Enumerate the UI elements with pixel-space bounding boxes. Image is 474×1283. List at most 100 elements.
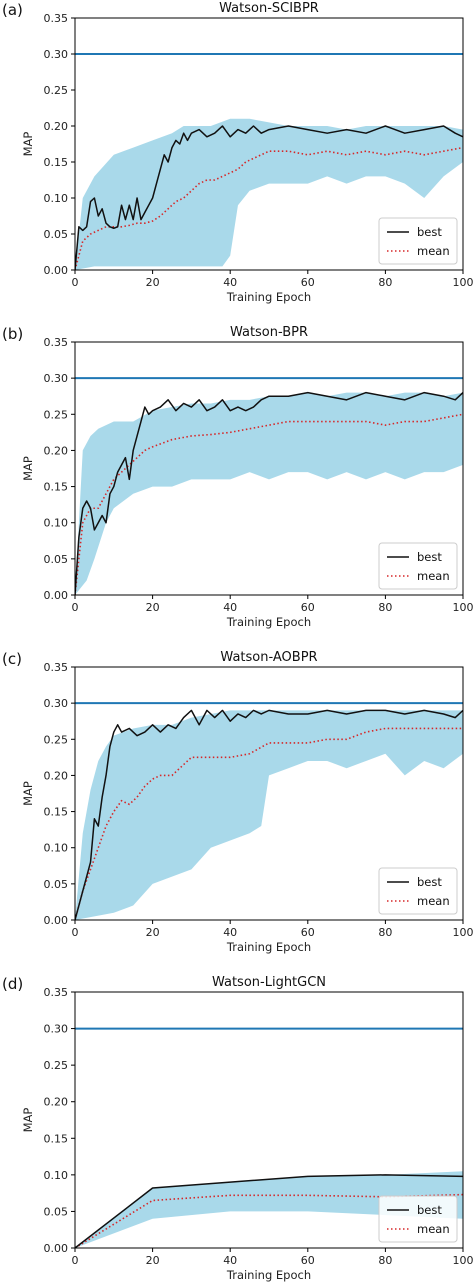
y-tick-label: 0.25 <box>44 84 69 97</box>
panel-label: (b) <box>2 325 23 343</box>
x-tick-label: 100 <box>453 601 474 614</box>
y-tick-label: 0.10 <box>44 1169 69 1182</box>
legend-box <box>378 542 458 590</box>
y-tick-label: 0.35 <box>44 336 69 349</box>
y-tick-label: 0.05 <box>44 553 69 566</box>
range-band <box>75 710 463 920</box>
y-tick-label: 0.15 <box>44 156 69 169</box>
y-tick-label: 0.30 <box>44 48 69 61</box>
legend-label-best: best <box>417 1203 442 1217</box>
range-band <box>75 118 463 270</box>
y-tick-label: 0.00 <box>44 1242 69 1255</box>
legend-label-best: best <box>417 225 442 239</box>
y-tick-label: 0.20 <box>44 1096 69 1109</box>
x-tick-label: 20 <box>146 1254 160 1267</box>
axes-frame <box>74 991 464 1249</box>
legend-box <box>378 1195 458 1243</box>
panel-label: (a) <box>2 1 23 19</box>
x-tick-label: 20 <box>146 926 160 939</box>
x-tick-label: 80 <box>378 276 392 289</box>
x-tick-label: 100 <box>453 926 474 939</box>
y-tick-label: 0.15 <box>44 481 69 494</box>
x-tick-label: 40 <box>223 1254 237 1267</box>
x-tick-label: 0 <box>72 601 79 614</box>
y-tick-label: 0.20 <box>44 769 69 782</box>
y-tick-label: 0.10 <box>44 192 69 205</box>
legend: best mean <box>378 217 458 265</box>
y-tick-label: 0.05 <box>44 878 69 891</box>
x-tick-label: 20 <box>146 276 160 289</box>
plot-area <box>75 53 463 270</box>
x-tick-label: 100 <box>453 276 474 289</box>
y-axis-label: MAP <box>21 1108 35 1133</box>
y-tick-label: 0.25 <box>44 408 69 421</box>
y-tick-label: 0.15 <box>44 1132 69 1145</box>
legend-label-mean: mean <box>417 1222 450 1236</box>
legend: best mean <box>378 1195 458 1243</box>
legend-box <box>378 867 458 915</box>
panel-title: Watson-LightGCN <box>212 975 326 990</box>
y-tick-label: 0.30 <box>44 372 69 385</box>
x-tick-label: 100 <box>453 1254 474 1267</box>
y-tick-label: 0.00 <box>44 589 69 602</box>
legend-label-best: best <box>417 550 442 564</box>
x-tick-label: 60 <box>301 601 315 614</box>
y-tick-label: 0.05 <box>44 1205 69 1218</box>
panel-label: (d) <box>2 975 23 993</box>
series-best-line <box>75 709 463 920</box>
legend-label-mean: mean <box>417 244 450 258</box>
x-tick-label: 40 <box>223 601 237 614</box>
x-tick-label: 80 <box>378 601 392 614</box>
x-tick-label: 0 <box>72 276 79 289</box>
y-tick-label: 0.20 <box>44 120 69 133</box>
y-tick-label: 0.20 <box>44 444 69 457</box>
series-mean-line <box>75 146 463 270</box>
legend-label-best: best <box>417 875 442 889</box>
y-tick-label: 0.30 <box>44 697 69 710</box>
series-best-line <box>75 391 463 595</box>
y-tick-label: 0.05 <box>44 228 69 241</box>
x-tick-label: 0 <box>72 1254 79 1267</box>
x-tick-label: 0 <box>72 926 79 939</box>
x-tick-label: 20 <box>146 601 160 614</box>
panel-label: (c) <box>2 650 22 668</box>
axes-frame <box>74 666 464 921</box>
x-tick-label: 60 <box>301 926 315 939</box>
axes-frame <box>74 341 464 596</box>
y-tick-label: 0.10 <box>44 517 69 530</box>
panel-title: Watson-BPR <box>230 325 308 340</box>
y-axis-label: MAP <box>21 132 35 157</box>
x-tick-label: 80 <box>378 926 392 939</box>
axes-frame <box>74 17 464 271</box>
panel-title: Watson-AOBPR <box>220 650 317 665</box>
series-mean-line <box>75 727 463 920</box>
y-tick-label: 0.15 <box>44 806 69 819</box>
y-tick-label: 0.25 <box>44 1059 69 1072</box>
y-tick-label: 0.25 <box>44 733 69 746</box>
y-tick-label: 0.35 <box>44 12 69 25</box>
chart-panel: 0.00 0.05 0.10 0.15 0.20 0.25 0.30 0.35 0 20 40 60 8… <box>2 1 474 304</box>
y-tick-label: 0.10 <box>44 842 69 855</box>
x-axis-label: Training Epoch <box>226 615 311 629</box>
panel-title: Watson-SCIBPR <box>219 1 319 16</box>
x-axis-label: Training Epoch <box>226 1268 311 1282</box>
chart-panel: 0.00 0.05 0.10 0.15 0.20 0.25 0.30 0.35 0 20 40 60 8… <box>2 325 474 629</box>
plot-area <box>75 377 463 595</box>
legend-box <box>378 217 458 265</box>
x-tick-label: 40 <box>223 926 237 939</box>
chart-panel: 0.00 0.05 0.10 0.15 0.20 0.25 0.30 0.35 0 20 40 60 8… <box>2 975 474 1282</box>
series-mean-line <box>75 413 463 595</box>
series-best-line <box>75 1174 463 1248</box>
range-band <box>75 1171 463 1248</box>
y-tick-label: 0.35 <box>44 986 69 999</box>
y-tick-label: 0.35 <box>44 661 69 674</box>
plot-area <box>75 702 463 920</box>
series-best-line <box>75 125 463 270</box>
y-tick-label: 0.00 <box>44 914 69 927</box>
y-axis-label: MAP <box>21 781 35 806</box>
x-tick-label: 60 <box>301 276 315 289</box>
chart-panel: 0.00 0.05 0.10 0.15 0.20 0.25 0.30 0.35 0 20 40 60 8… <box>2 650 474 954</box>
y-tick-label: 0.30 <box>44 1023 69 1036</box>
